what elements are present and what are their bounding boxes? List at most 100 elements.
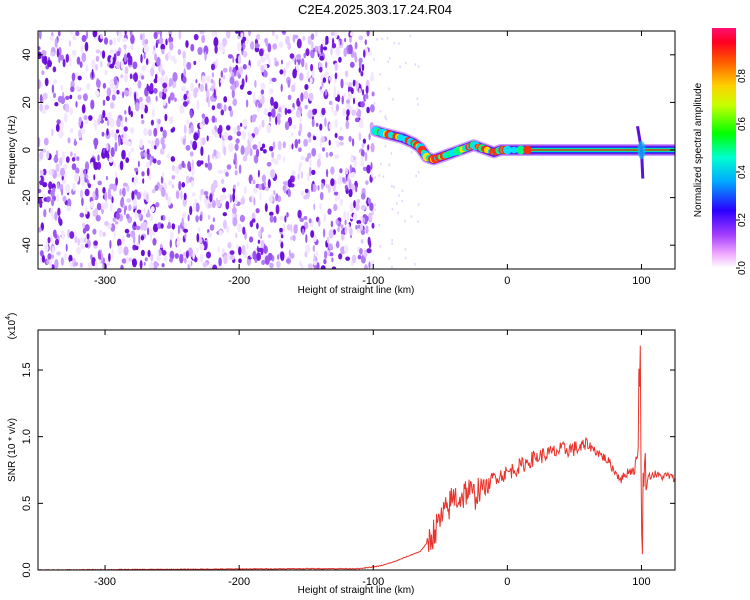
noise-speck	[279, 239, 282, 244]
noise-speck	[291, 107, 294, 113]
noise-speck	[234, 169, 238, 176]
noise-speck	[330, 47, 333, 56]
noise-speck	[258, 140, 262, 148]
noise-speck	[60, 84, 64, 91]
noise-speck	[68, 254, 73, 263]
noise-speck	[304, 188, 309, 193]
noise-speck	[192, 202, 197, 212]
noise-speck	[146, 167, 150, 177]
noise-speck	[271, 151, 274, 158]
noise-speck	[59, 54, 64, 61]
noise-speck	[149, 261, 154, 269]
noise-speck	[76, 246, 81, 255]
noise-speck	[339, 198, 343, 206]
noise-speck	[154, 184, 159, 191]
noise-speck	[305, 48, 310, 57]
noise-speck	[190, 139, 193, 146]
noise-speck	[143, 192, 146, 197]
noise-speck	[261, 119, 265, 128]
noise-speck	[80, 45, 84, 54]
noise-speck	[326, 236, 330, 244]
noise-speck	[90, 200, 95, 209]
noise-speck	[196, 233, 200, 243]
noise-speck	[247, 143, 252, 151]
noise-speck	[75, 101, 78, 108]
noise-speck	[292, 68, 297, 79]
noise-speck	[223, 96, 228, 103]
signal-blob	[523, 145, 532, 155]
noise-speck	[182, 58, 187, 68]
noise-speck	[409, 34, 412, 38]
noise-speck	[236, 125, 241, 131]
noise-speck	[258, 230, 262, 238]
noise-speck	[335, 103, 339, 112]
noise-speck	[130, 44, 134, 50]
noise-speck	[227, 242, 232, 249]
noise-speck	[80, 167, 83, 176]
noise-speck	[58, 215, 61, 225]
noise-speck	[136, 191, 142, 200]
noise-speck	[86, 233, 90, 240]
noise-speck	[340, 234, 345, 241]
noise-speck	[275, 204, 280, 215]
noise-speck	[273, 57, 277, 62]
y-tick-label: 0.5	[21, 496, 33, 511]
noise-speck	[223, 104, 227, 112]
noise-speck	[314, 108, 317, 114]
noise-speck	[310, 33, 315, 40]
noise-speck	[146, 148, 150, 155]
noise-speck	[79, 189, 84, 199]
noise-speck	[44, 244, 49, 253]
noise-speck	[238, 66, 243, 75]
noise-speck	[157, 250, 160, 261]
spectrogram-noise	[38, 31, 420, 269]
noise-speck	[348, 44, 353, 55]
noise-speck	[141, 171, 145, 177]
noise-speck	[417, 103, 419, 106]
noise-speck	[283, 67, 286, 77]
noise-speck	[321, 107, 326, 116]
noise-speck	[130, 34, 135, 45]
noise-speck	[207, 214, 211, 220]
noise-speck	[308, 92, 314, 102]
noise-speck	[306, 71, 310, 81]
noise-speck	[168, 96, 171, 104]
noise-speck	[269, 211, 274, 216]
noise-speck	[360, 155, 364, 164]
noise-speck	[293, 224, 298, 235]
noise-speck	[260, 247, 264, 256]
noise-speck	[223, 67, 228, 73]
noise-speck	[214, 133, 220, 138]
noise-speck	[327, 208, 332, 215]
noise-speck	[374, 208, 376, 212]
noise-speck	[230, 85, 234, 90]
noise-speck	[313, 260, 317, 266]
snr-scale-exp: 4	[5, 316, 12, 320]
noise-speck	[197, 227, 201, 233]
noise-speck	[38, 79, 41, 89]
noise-speck	[360, 70, 364, 77]
noise-speck	[203, 191, 209, 196]
noise-speck	[218, 169, 223, 174]
noise-speck	[335, 218, 339, 225]
noise-speck	[268, 57, 271, 67]
noise-speck	[321, 179, 326, 184]
noise-speck	[70, 86, 75, 93]
noise-speck	[360, 101, 365, 108]
noise-speck	[137, 160, 140, 168]
noise-speck	[322, 46, 328, 51]
noise-speck	[222, 37, 228, 47]
noise-speck	[404, 220, 406, 223]
noise-speck	[153, 262, 160, 267]
noise-speck	[85, 206, 88, 215]
noise-speck	[267, 234, 272, 239]
noise-speck	[114, 133, 118, 142]
noise-speck	[143, 127, 148, 136]
noise-speck	[241, 130, 246, 140]
noise-speck	[112, 217, 117, 223]
noise-speck	[205, 82, 208, 92]
noise-speck	[360, 204, 366, 211]
noise-speck	[120, 74, 124, 79]
noise-speck	[333, 109, 338, 117]
snr-panel: -300 -200 -100 0 100 0.0 0.5 1.0 1.5 Height of …	[5, 313, 676, 596]
